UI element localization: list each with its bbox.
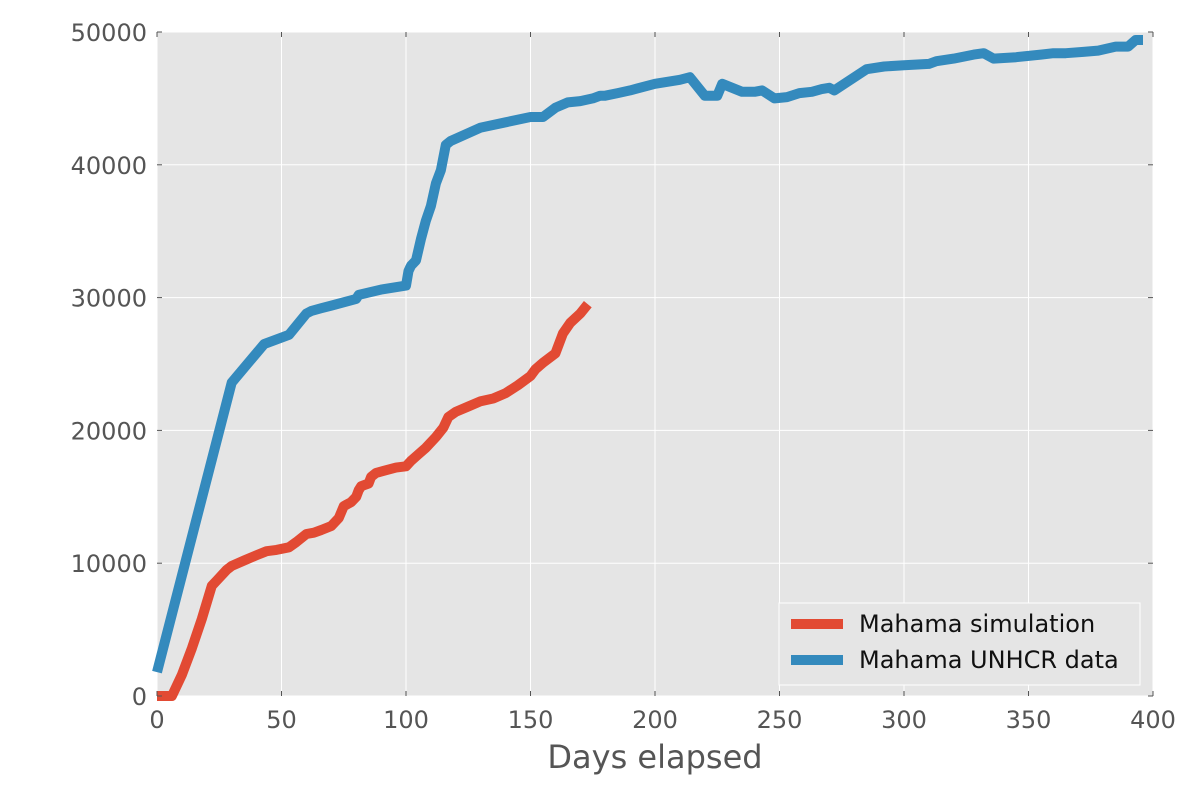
y-tick-label: 0 <box>132 683 147 711</box>
axis-ticks <box>156 31 1154 697</box>
x-tick-label: 250 <box>757 706 803 734</box>
y-tick-label: 10000 <box>71 550 147 578</box>
legend-entry: Mahama UNHCR data <box>859 646 1119 674</box>
y-tick-label: 20000 <box>71 417 147 445</box>
x-tick-label: 400 <box>1130 706 1176 734</box>
x-tick-label: 200 <box>632 706 678 734</box>
x-tick-label: 150 <box>508 706 554 734</box>
legend-frame <box>778 602 1141 686</box>
series-lines <box>152 35 1143 701</box>
legend-entry: Mahama simulation <box>859 610 1095 638</box>
series-line-unhcr-data <box>152 35 1143 674</box>
x-tick-label: 0 <box>149 706 164 734</box>
x-tick-label: 350 <box>1006 706 1052 734</box>
legend: Mahama simulation Mahama UNHCR data <box>778 602 1141 686</box>
y-tick-label: 30000 <box>71 285 147 313</box>
x-tick-label: 50 <box>266 706 297 734</box>
series-line-simulation <box>157 301 592 701</box>
x-tick-label: 100 <box>383 706 429 734</box>
y-tick-label: 40000 <box>71 152 147 180</box>
x-tick-label: 300 <box>881 706 927 734</box>
tick-labels: 0 50 100 150 200 250 300 350 400 0 10000 20000 30000… <box>71 19 1176 734</box>
x-axis-label: Days elapsed <box>547 738 762 776</box>
y-tick-label: 50000 <box>71 19 147 47</box>
